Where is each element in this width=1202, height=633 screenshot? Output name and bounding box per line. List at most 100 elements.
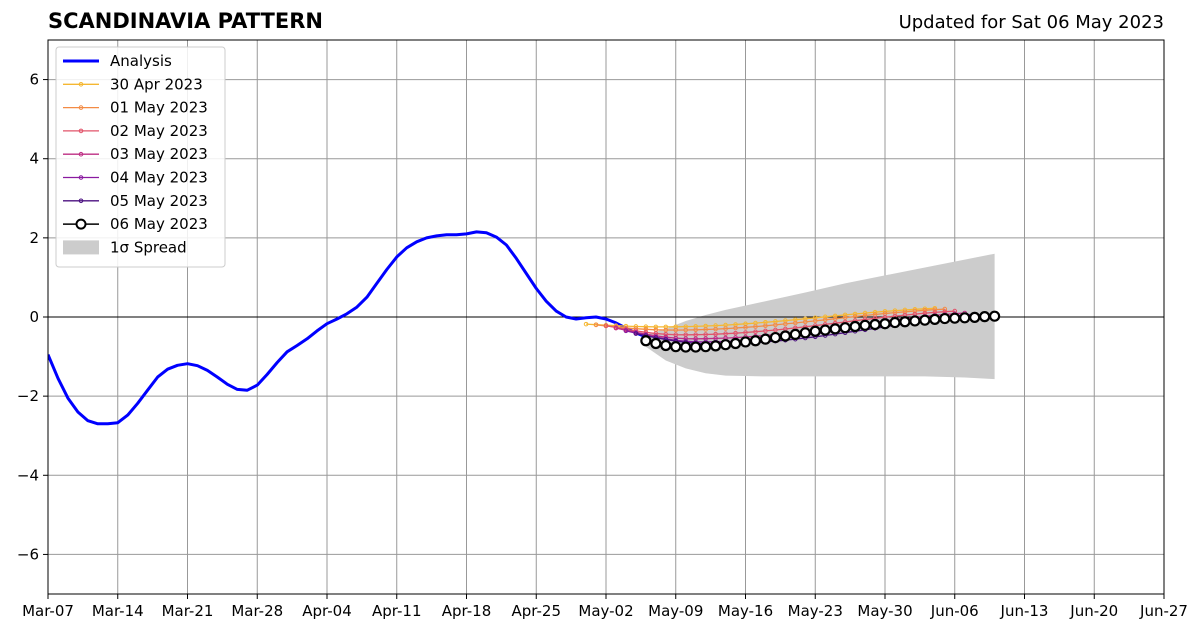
series-1 <box>583 305 938 330</box>
x-tick-label: Apr-04 <box>302 602 352 620</box>
forecast-point <box>693 327 698 333</box>
legend-label: 01 May 2023 <box>110 99 208 117</box>
forecast-point <box>942 306 948 312</box>
forecast-point <box>969 311 981 323</box>
forecast-point <box>640 335 652 347</box>
x-tick-label: Jun-06 <box>930 602 979 620</box>
forecast-point <box>693 336 698 342</box>
forecast-point <box>729 337 742 350</box>
legend-marker <box>78 82 84 87</box>
forecast-point <box>753 324 758 329</box>
x-tick-label: Apr-11 <box>372 602 422 620</box>
forecast-point <box>812 318 818 324</box>
forecast-point <box>623 328 629 334</box>
forecast-point <box>929 313 941 325</box>
forecast-point <box>723 326 728 331</box>
forecast-point <box>989 310 1001 322</box>
forecast-point <box>809 325 821 337</box>
forecast-point <box>842 315 848 320</box>
legend-marker <box>78 198 84 204</box>
forecast-point <box>713 326 718 332</box>
forecast-point <box>842 312 848 318</box>
forecast-point <box>660 339 672 352</box>
legend-marker <box>78 151 84 157</box>
x-axis: Mar-07 Mar-14 Mar-21 Mar-28 Apr-04 Apr-11 Apr-… <box>22 594 1188 620</box>
forecast-point <box>939 312 951 325</box>
legend-item: 04 May 2023 <box>63 169 208 187</box>
forecast-point <box>932 307 938 312</box>
legend-label: 02 May 2023 <box>110 122 208 140</box>
x-tick-label: Jun-20 <box>1069 602 1118 620</box>
legend-item: 05 May 2023 <box>63 192 208 210</box>
forecast-point <box>922 307 928 313</box>
legend-label: 06 May 2023 <box>110 215 208 233</box>
forecast-point <box>822 317 828 323</box>
forecast-point <box>703 327 708 332</box>
updated-label: Updated for Sat 06 May 2023 <box>898 12 1164 33</box>
forecast-point <box>822 314 828 320</box>
forecast-point <box>773 327 778 333</box>
legend-label: Analysis <box>110 52 172 70</box>
legend-item: 06 May 2023 <box>63 215 208 233</box>
forecast-point <box>583 321 589 327</box>
forecast-point <box>949 312 961 324</box>
forecast-point <box>680 341 692 353</box>
x-tick-label: May-30 <box>857 602 912 620</box>
forecast-point <box>849 320 861 333</box>
x-tick-label: May-09 <box>648 602 703 620</box>
x-tick-label: Mar-07 <box>22 602 74 620</box>
forecast-point <box>832 316 838 322</box>
forecast-point <box>650 337 662 350</box>
forecast-point <box>832 313 838 319</box>
forecast-point <box>603 323 609 329</box>
legend-item: 1σ Spread <box>63 238 187 256</box>
forecast-point <box>799 327 811 339</box>
forecast-point <box>670 341 682 353</box>
forecast-point <box>793 320 798 326</box>
series-7 <box>640 310 1001 353</box>
forecast-point <box>593 322 599 328</box>
forecast-point <box>613 325 619 331</box>
series-layer <box>48 230 1001 426</box>
forecast-point <box>733 325 738 331</box>
forecast-point <box>869 318 881 331</box>
legend-label: 04 May 2023 <box>110 169 208 187</box>
forecast-point <box>743 325 748 330</box>
legend-label: 03 May 2023 <box>110 145 208 163</box>
legend: Analysis 30 Apr 2023 01 May 2023 02 May 202… <box>55 46 226 268</box>
x-tick-label: Jun-13 <box>1000 602 1049 620</box>
forecast-point <box>743 330 748 335</box>
forecast-point <box>852 311 858 317</box>
forecast-point <box>663 327 669 333</box>
series-0 <box>48 230 647 426</box>
legend-marker <box>78 128 84 134</box>
x-tick-label: May-16 <box>718 602 773 620</box>
forecast-point <box>779 330 791 342</box>
forecast-point <box>802 319 808 325</box>
forecast-point <box>859 319 871 331</box>
forecast-point <box>959 312 971 324</box>
forecast-point <box>643 326 649 332</box>
forecast-point <box>713 331 718 337</box>
legend-marker <box>78 105 84 110</box>
forecast-point <box>819 324 831 336</box>
legend-label: 05 May 2023 <box>110 192 208 210</box>
forecast-point <box>889 316 901 329</box>
x-tick-label: May-23 <box>788 602 843 620</box>
y-tick-label: 4 <box>29 150 39 168</box>
x-tick-label: Mar-14 <box>92 602 144 620</box>
forecast-point <box>700 341 712 353</box>
x-tick-label: May-02 <box>578 602 633 620</box>
legend-item: 03 May 2023 <box>63 145 208 163</box>
forecast-point <box>812 315 818 321</box>
legend-marker <box>78 175 84 180</box>
forecast-point <box>683 327 689 333</box>
legend-label: 30 Apr 2023 <box>110 75 203 93</box>
forecast-point <box>773 322 778 328</box>
legend-label: 1σ Spread <box>110 238 187 256</box>
forecast-point <box>852 314 858 319</box>
forecast-point <box>690 341 702 353</box>
forecast-point <box>733 330 738 336</box>
forecast-point <box>899 316 911 328</box>
forecast-point <box>829 323 841 335</box>
